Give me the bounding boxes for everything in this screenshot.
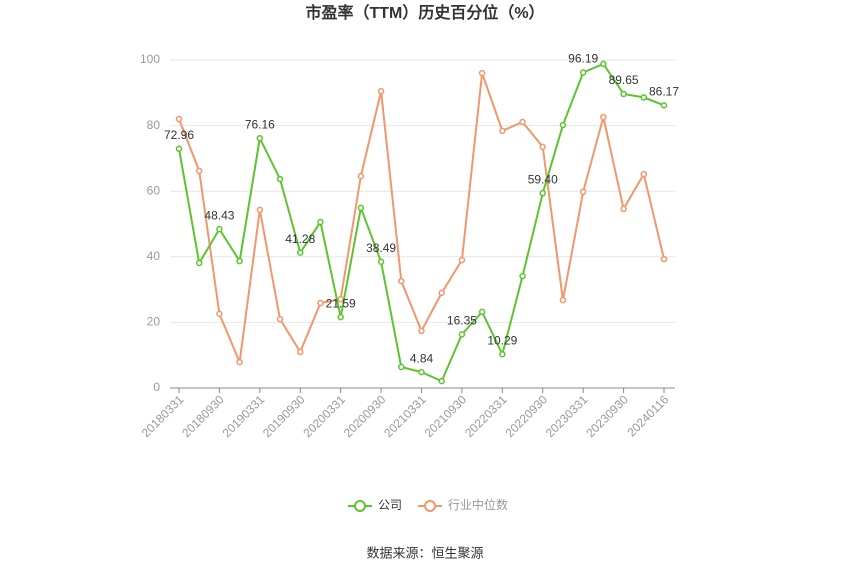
value-label: 41.28 <box>285 232 315 246</box>
point <box>559 121 567 129</box>
legend-label: 公司 <box>378 498 402 512</box>
point <box>499 127 506 135</box>
point <box>236 257 243 265</box>
point <box>579 69 587 76</box>
point <box>620 90 627 98</box>
legend-marker <box>424 500 437 512</box>
value-label: 38.49 <box>366 241 396 255</box>
point <box>276 315 284 323</box>
point <box>519 118 526 126</box>
point <box>357 204 365 212</box>
x-tick-label: 20210331 <box>381 392 429 440</box>
point <box>438 377 445 385</box>
x-tick-label: 20180930 <box>179 392 227 440</box>
value-label: 10.29 <box>487 333 517 347</box>
point <box>195 167 203 175</box>
legend-label: 行业中位数 <box>448 497 508 512</box>
point <box>660 255 668 263</box>
point <box>539 143 546 151</box>
point <box>398 277 405 285</box>
value-label: 96.19 <box>568 52 598 66</box>
point <box>175 145 183 152</box>
point <box>640 94 648 101</box>
y-tick-label: 80 <box>147 118 161 132</box>
point <box>499 350 506 358</box>
value-label: 59.40 <box>528 172 558 186</box>
x-tick-label: 20190930 <box>260 392 308 440</box>
point <box>276 175 284 183</box>
value-label: 48.43 <box>204 208 234 222</box>
point <box>216 225 223 233</box>
x-tick-label: 20230331 <box>543 392 591 440</box>
point <box>418 327 425 335</box>
x-tick-label: 20220331 <box>462 392 510 440</box>
point <box>458 256 466 264</box>
chart-title: 市盈率（TTM）历史百分位（%） <box>305 3 544 22</box>
point <box>458 331 466 338</box>
point <box>478 69 486 77</box>
point <box>398 363 405 371</box>
y-tick-label: 0 <box>153 380 160 394</box>
value-label: 16.35 <box>447 314 477 328</box>
x-tick-label: 20240116 <box>624 392 671 439</box>
point <box>600 113 607 121</box>
point <box>539 189 546 197</box>
x-tick-label: 20210930 <box>422 392 470 440</box>
point <box>297 348 304 356</box>
value-label: 86.17 <box>649 85 679 99</box>
point <box>559 296 567 304</box>
point <box>317 299 324 307</box>
source: 数据来源：恒生聚源 <box>366 545 483 560</box>
point <box>337 313 344 321</box>
point <box>519 272 526 280</box>
y-tick-label: 60 <box>147 183 161 197</box>
point <box>438 289 445 297</box>
point <box>216 310 223 318</box>
point <box>377 87 385 95</box>
point <box>236 358 243 366</box>
value-label: 21.59 <box>326 296 356 310</box>
point <box>195 259 203 267</box>
point <box>256 206 264 214</box>
value-label: 76.16 <box>245 117 275 131</box>
value-label: 72.96 <box>164 128 194 142</box>
y-tick-label: 40 <box>147 249 161 263</box>
y-tick-label: 100 <box>140 52 160 66</box>
point <box>357 172 365 180</box>
point <box>620 205 627 213</box>
point <box>640 170 648 178</box>
point <box>297 249 304 256</box>
y-tick-label: 20 <box>147 315 161 329</box>
x-tick-label: 20230930 <box>583 392 631 440</box>
point <box>600 60 607 68</box>
point <box>377 258 385 266</box>
legend-marker <box>354 500 366 512</box>
x-tick-label: 20200930 <box>341 392 389 440</box>
x-tick-label: 20200331 <box>300 392 348 440</box>
x-tick-label: 20180331 <box>139 392 187 440</box>
point <box>579 188 587 196</box>
point <box>317 218 324 226</box>
point <box>418 368 425 376</box>
x-tick-label: 20190331 <box>220 392 268 440</box>
point <box>478 308 486 316</box>
value-label: 89.65 <box>609 73 639 87</box>
value-label: 4.84 <box>410 351 434 365</box>
point <box>660 102 668 109</box>
point <box>256 134 264 142</box>
x-tick-label: 20220930 <box>502 392 550 440</box>
point <box>175 115 183 123</box>
